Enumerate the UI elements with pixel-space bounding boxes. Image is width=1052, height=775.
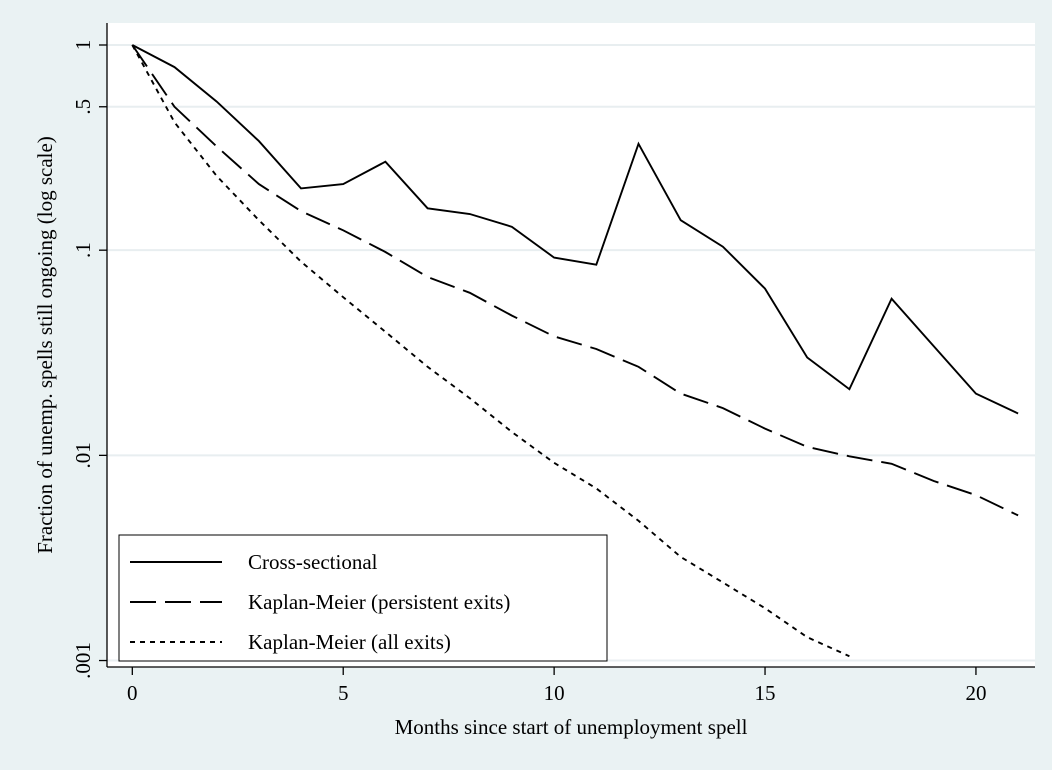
y-ticks: 1 .5 .1 .01 .001 <box>71 40 107 679</box>
legend-label: Kaplan-Meier (persistent exits) <box>248 590 510 614</box>
y-axis-label: Fraction of unemp. spells still ongoing … <box>33 136 57 554</box>
legend: Cross-sectional Kaplan-Meier (persistent … <box>118 534 608 662</box>
y-tick-label: .001 <box>71 642 95 679</box>
series-line-kaplan-meier-persistent-exits <box>131 44 1019 517</box>
x-tick-label: 5 <box>338 681 349 705</box>
legend-label: Kaplan-Meier (all exits) <box>248 630 451 654</box>
x-axis-label: Months since start of unemployment spell <box>395 715 748 739</box>
gridlines <box>107 43 1035 662</box>
x-tick-label: 10 <box>544 681 565 705</box>
axes <box>106 23 1035 668</box>
series-line-kaplan-meier-all-exits <box>131 44 850 658</box>
y-tick-label: 1 <box>71 40 95 51</box>
series-line-cross-sectional <box>131 44 1019 415</box>
x-tick-label: 20 <box>965 681 986 705</box>
x-tick-label: 0 <box>127 681 138 705</box>
legend-box <box>118 534 608 662</box>
legend-label: Cross-sectional <box>248 550 378 574</box>
series-lines <box>131 44 1019 658</box>
y-tick-label: .1 <box>71 242 95 258</box>
x-tick-label: 15 <box>755 681 776 705</box>
x-ticks: 0 5 10 15 20 <box>127 667 986 705</box>
y-tick-label: .01 <box>71 442 95 468</box>
y-tick-label: .5 <box>71 99 95 115</box>
